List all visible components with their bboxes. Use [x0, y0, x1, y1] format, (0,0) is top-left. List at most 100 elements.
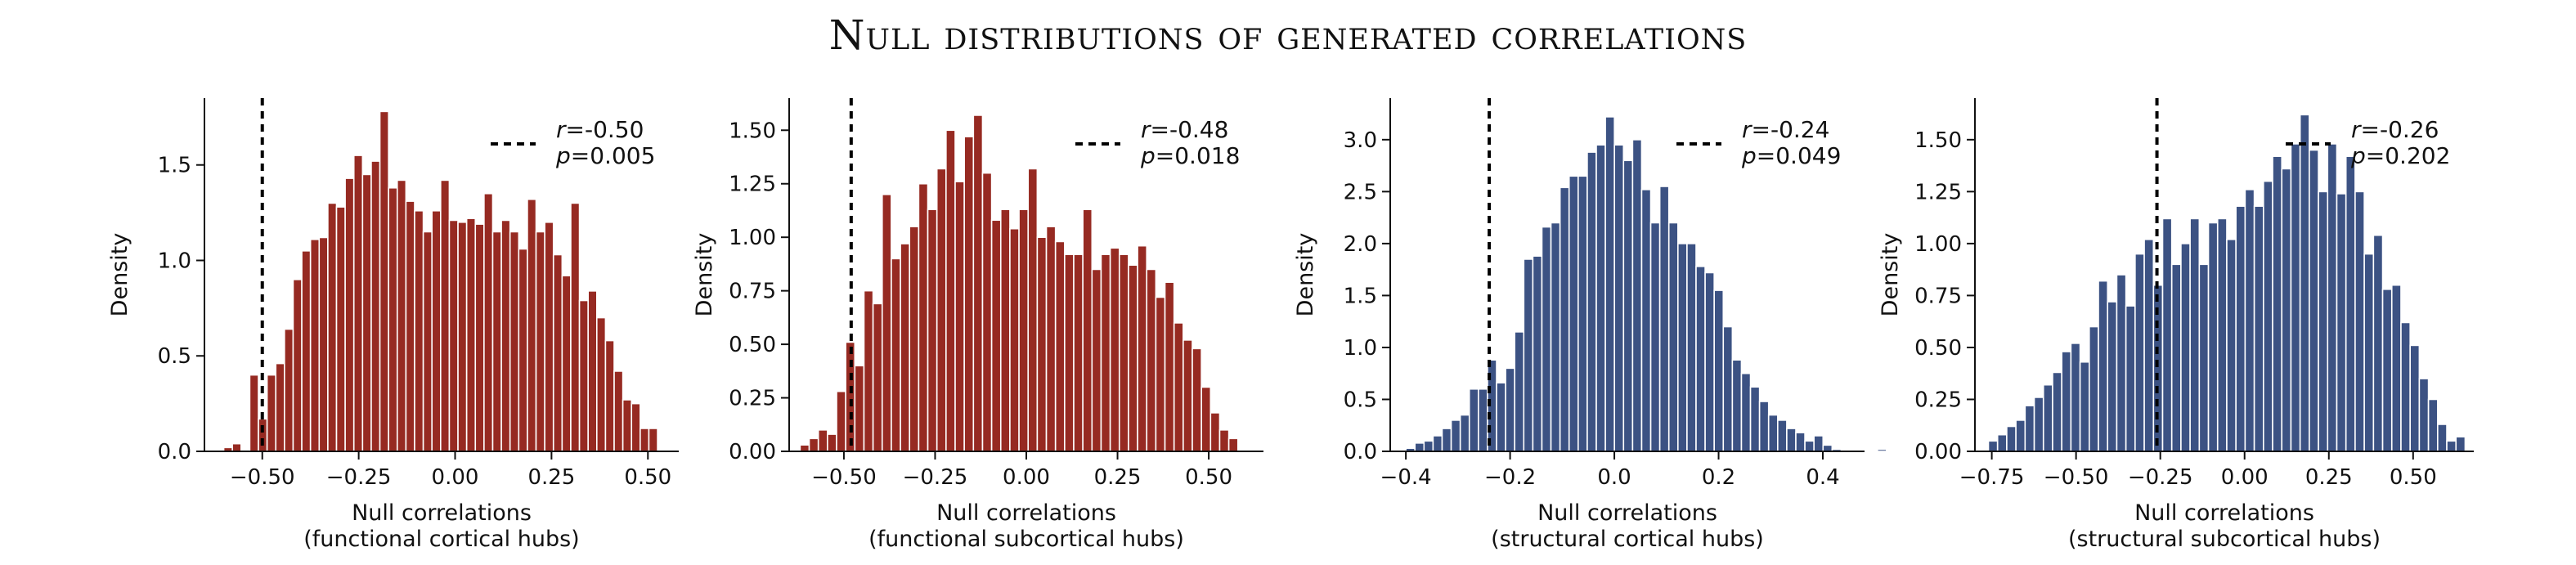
histogram-bar	[1758, 401, 1770, 452]
histogram-bar	[1813, 435, 1824, 452]
y-tick-label: 2.5	[1344, 180, 1377, 204]
histogram-bar	[1731, 359, 1743, 452]
histogram-bar	[1996, 433, 2008, 452]
histogram-bar	[2446, 440, 2457, 452]
y-tick-label: 0.25	[1914, 388, 1962, 412]
y-tick-label: 0.75	[729, 280, 776, 304]
histogram-bar	[927, 209, 938, 452]
histogram-bar	[1713, 289, 1725, 452]
x-tick-label: 0.00	[1003, 465, 1050, 490]
histogram-bar	[1695, 266, 1706, 452]
x-tick-label: 0.50	[2390, 465, 2437, 490]
y-tick-label: 0.0	[158, 440, 191, 464]
histogram-bar	[2061, 351, 2072, 452]
histogram-bar	[936, 168, 947, 452]
x-tick-label: 0.2	[1702, 465, 1735, 490]
histogram-bar	[527, 198, 537, 452]
histogram-bar	[2381, 288, 2393, 452]
legend-p-text: p=0.202	[2350, 142, 2450, 169]
x-tick-label: −0.25	[326, 465, 392, 490]
histogram-bar	[2070, 343, 2081, 452]
histogram-bar	[327, 202, 338, 452]
histogram-bar	[1109, 247, 1120, 452]
histogram-bar	[284, 328, 294, 452]
histogram-bar	[275, 362, 285, 452]
histogram-bar	[1686, 243, 1697, 452]
histogram-bar	[1740, 372, 1752, 452]
x-tick-label: −0.50	[811, 465, 877, 490]
x-axis-label: Null correlations	[352, 500, 532, 526]
histogram-bar	[465, 217, 477, 452]
histogram-bar	[1036, 236, 1048, 452]
histogram-bar	[292, 279, 303, 452]
x-tick-label: 0.4	[1806, 465, 1839, 490]
histogram-bar	[258, 418, 268, 452]
y-tick-label: 2.0	[1344, 232, 1377, 257]
histogram-bar	[2363, 253, 2375, 452]
y-tick-label: 1.25	[729, 173, 776, 197]
histogram-bar	[2354, 191, 2365, 452]
histogram-bar	[1173, 322, 1184, 452]
x-axis-label: Null correlations	[936, 500, 1116, 526]
histogram-bar	[301, 250, 312, 452]
x-tick-label: 0.25	[2305, 465, 2353, 490]
x-tick-label: −0.75	[1959, 465, 2025, 490]
histogram-bar	[2116, 274, 2127, 452]
histogram-bar	[2216, 217, 2228, 452]
y-axis-label: Density	[107, 233, 132, 317]
histogram-bar	[352, 155, 364, 452]
histogram-bar	[2143, 238, 2155, 452]
x-tick-label: −0.4	[1380, 465, 1432, 490]
histogram-bar	[587, 290, 598, 452]
histogram-bar	[1073, 253, 1084, 452]
x-axis-label: Null correlations	[2134, 500, 2314, 526]
histogram-bar	[2455, 436, 2466, 452]
histogram-bar	[891, 258, 901, 452]
histogram-bar	[1468, 388, 1479, 452]
histogram-bar	[561, 275, 572, 452]
histogram-bar	[595, 316, 607, 452]
histogram-bar	[1118, 253, 1129, 452]
histogram-bar	[1027, 168, 1039, 452]
figure-title: Null distributions of generated correlat…	[828, 11, 1748, 59]
histogram-panel-structural-cortical: −0.4 −0.2 0.0 0.2 0.4 0.0 0.5 1.0 1.5 2.0 2.5 3.0 Nu…	[1293, 98, 1887, 552]
histogram-bar	[918, 182, 929, 452]
histogram-bar	[817, 429, 828, 452]
histogram-bar	[1128, 264, 1138, 452]
histogram-bar	[440, 179, 451, 452]
y-tick-label: 1.25	[1914, 180, 1962, 204]
histogram-bar	[570, 202, 581, 452]
histogram-bar	[1804, 440, 1815, 452]
histogram-bar	[1604, 116, 1615, 452]
histogram-bar	[2336, 193, 2347, 452]
histogram-bar	[2207, 222, 2219, 452]
histogram-bar	[1441, 428, 1452, 452]
y-tick-label: 0.00	[1914, 440, 1962, 464]
x-tick-label: −0.50	[230, 465, 295, 490]
legend-p-text: p=0.018	[1140, 142, 1240, 169]
histogram-bar	[2372, 234, 2384, 452]
histogram-bar	[972, 114, 984, 452]
histogram-bar	[2253, 205, 2264, 452]
x-tick-label: 0.00	[2221, 465, 2269, 490]
histogram-bar	[1209, 412, 1221, 452]
histogram-bar	[1200, 386, 1212, 452]
histogram-bar	[981, 172, 993, 452]
histogram-bar	[1227, 437, 1239, 452]
histogram-bar	[999, 209, 1011, 452]
histogram-bar	[2024, 405, 2035, 452]
y-tick-label: 1.0	[158, 249, 191, 273]
histogram-bar	[1018, 209, 1030, 452]
y-axis-label: Density	[1878, 233, 1903, 317]
histogram-bar	[1677, 243, 1688, 452]
x-axis-label: Null correlations	[1537, 500, 1717, 526]
histogram-bar	[1137, 244, 1148, 452]
histogram-panel-functional-cortical: −0.50 −0.25 0.00 0.25 0.50 0.0 0.5 1.0 1.5 Null c…	[107, 98, 679, 552]
x-tick-label: −0.25	[2128, 465, 2193, 490]
histogram-bar	[1822, 444, 1833, 452]
legend-r-text: r=-0.26	[2351, 116, 2439, 143]
histogram-bar	[909, 226, 920, 452]
histogram-bar	[2170, 263, 2182, 452]
y-tick-label: 1.50	[1914, 128, 1962, 153]
